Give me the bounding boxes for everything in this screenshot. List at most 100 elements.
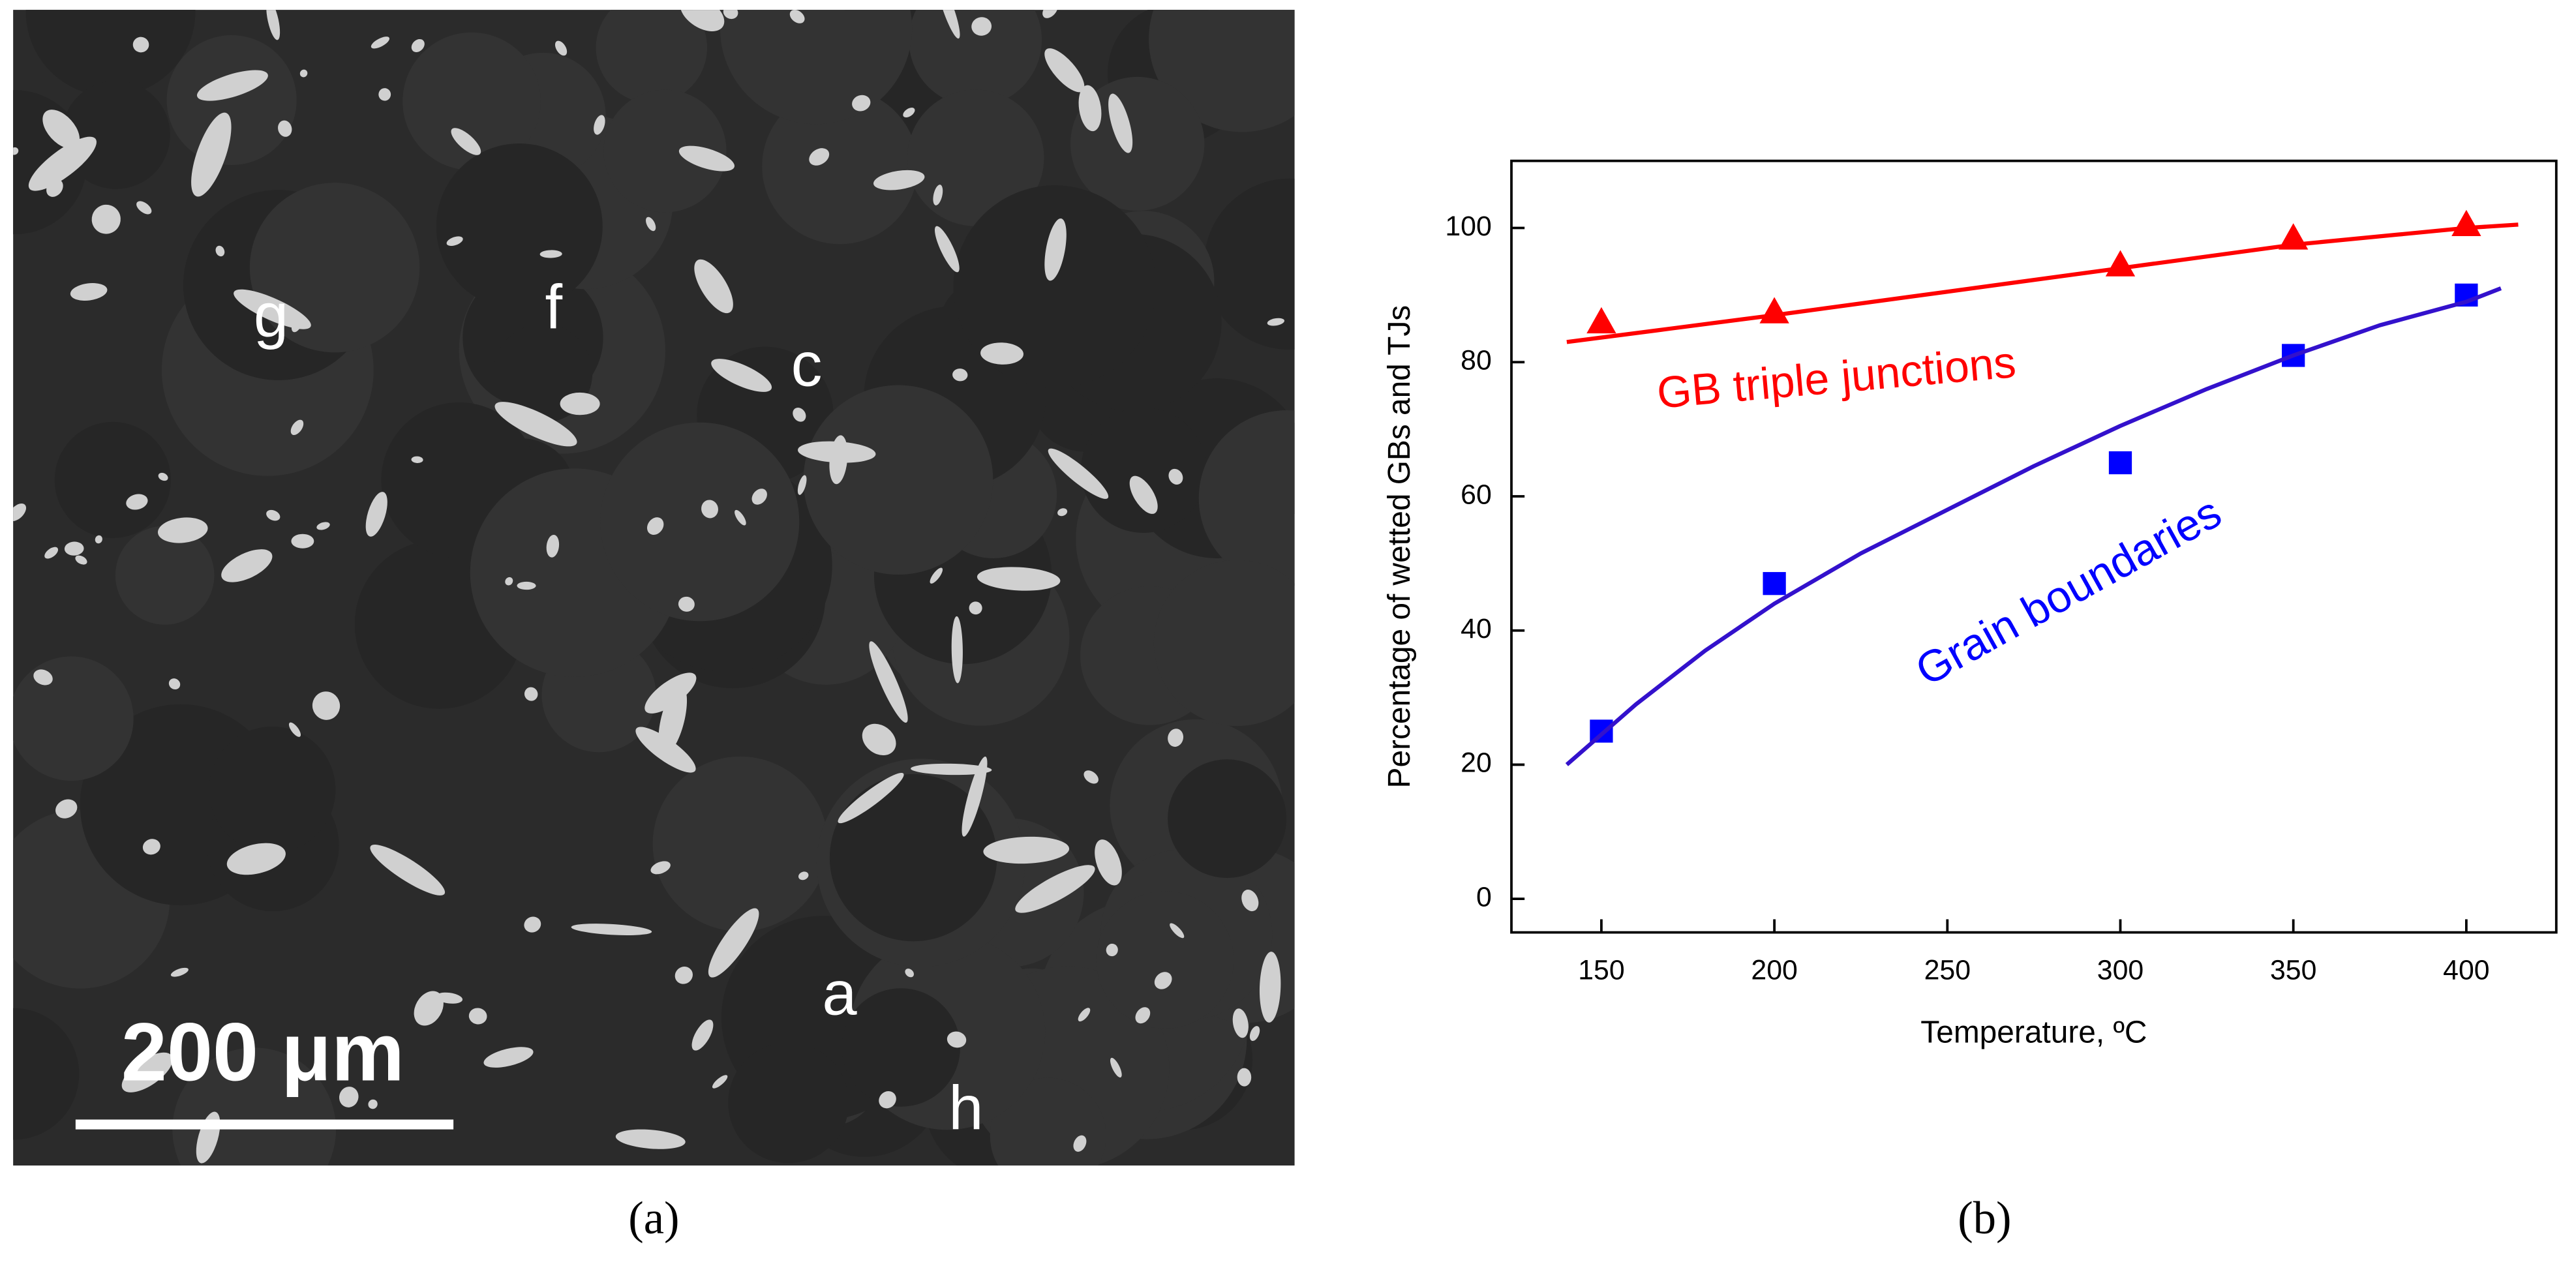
particle <box>378 88 391 101</box>
particle <box>735 509 746 526</box>
particle <box>1249 1026 1260 1041</box>
particle <box>793 407 806 422</box>
y-tick-label: 60 <box>1461 479 1492 510</box>
particle <box>1073 1135 1087 1152</box>
region-label: h <box>948 1074 983 1143</box>
particle <box>644 672 697 714</box>
grain <box>1080 407 1207 534</box>
y-axis-label: Percentage of wetted GBs and TJs <box>1382 305 1417 789</box>
caption: (a) <box>628 1193 679 1244</box>
y-tick-label: 100 <box>1445 211 1491 242</box>
particle <box>1095 839 1122 886</box>
particle <box>371 37 390 49</box>
particle <box>1106 943 1118 957</box>
particle <box>615 1129 686 1149</box>
particle <box>158 517 208 543</box>
particle <box>1241 890 1259 912</box>
particle <box>483 1047 534 1068</box>
particle <box>1267 318 1285 326</box>
particle <box>312 691 341 720</box>
particle <box>1108 93 1133 153</box>
fit-line <box>1565 286 2502 766</box>
particle <box>132 37 149 53</box>
particle <box>951 616 963 684</box>
particle <box>44 547 59 559</box>
particle <box>28 136 97 191</box>
x-tick-label: 300 <box>2097 954 2144 986</box>
particle <box>435 992 463 1004</box>
region-label: a <box>822 959 857 1029</box>
grain <box>402 32 541 171</box>
particle <box>13 147 19 155</box>
particle <box>1129 475 1158 514</box>
grain <box>909 10 1042 107</box>
particle <box>594 115 605 135</box>
particle <box>546 534 560 558</box>
particle <box>869 641 908 723</box>
particle <box>368 1099 378 1109</box>
particle <box>571 924 652 935</box>
grain <box>54 421 171 538</box>
y-tick-label: 0 <box>1476 881 1492 912</box>
grain <box>1198 410 1295 586</box>
particle <box>962 756 988 837</box>
square-marker <box>2108 451 2132 475</box>
y-tick-label: 20 <box>1461 747 1492 779</box>
particle <box>170 967 189 977</box>
grain <box>829 774 997 942</box>
annotation: GB triple junctions <box>1655 337 2018 418</box>
grain <box>1168 759 1287 879</box>
grain <box>1204 178 1295 350</box>
x-tick-label: 150 <box>1578 954 1624 986</box>
particle <box>691 1019 714 1051</box>
particle <box>1078 1008 1091 1022</box>
particle <box>215 245 225 257</box>
grain <box>803 385 993 575</box>
particle <box>299 69 308 78</box>
grain <box>209 727 336 853</box>
grain <box>1070 76 1205 211</box>
grain <box>1096 891 1234 1029</box>
grain <box>596 10 708 104</box>
particle <box>1259 952 1281 1023</box>
annotation: Grain boundaries <box>1907 487 2229 695</box>
particle <box>646 517 664 535</box>
grain <box>25 10 196 97</box>
particle <box>266 10 280 40</box>
particle <box>517 581 536 590</box>
particle <box>708 908 759 978</box>
particle <box>1042 10 1058 18</box>
particle <box>1135 1007 1151 1024</box>
y-tick-label: 40 <box>1461 613 1492 644</box>
scale-bar-label: 200 μm <box>121 1006 404 1098</box>
particle <box>121 1052 173 1092</box>
particle <box>905 969 914 978</box>
grain <box>13 1008 80 1140</box>
particle <box>937 10 960 39</box>
particle <box>290 419 304 436</box>
particle <box>70 282 108 301</box>
particle <box>411 456 423 463</box>
particle <box>560 392 600 415</box>
particle <box>91 204 121 234</box>
particle <box>554 40 568 56</box>
particle <box>55 799 78 819</box>
particle <box>862 723 896 756</box>
particle <box>1015 865 1095 913</box>
grain <box>1153 560 1295 727</box>
particle <box>42 110 80 149</box>
micrograph-texture <box>13 10 1295 1164</box>
particle <box>126 494 148 510</box>
particle <box>505 577 513 586</box>
grain <box>115 526 215 625</box>
particle <box>451 128 481 155</box>
region-label: g <box>254 280 288 350</box>
particle <box>650 861 671 875</box>
particle <box>1237 1068 1252 1087</box>
particle <box>1154 972 1172 989</box>
particle <box>411 38 425 53</box>
particle <box>446 236 463 247</box>
caption: (b) <box>1958 1193 2011 1244</box>
particle <box>234 289 311 329</box>
particle <box>316 522 330 530</box>
